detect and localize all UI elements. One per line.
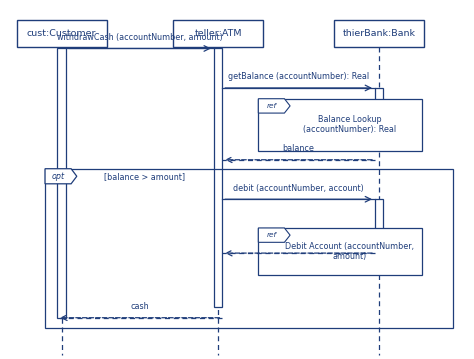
- Text: Debit Account (accountNumber,
amount): Debit Account (accountNumber, amount): [285, 242, 414, 261]
- Text: balance: balance: [283, 144, 315, 153]
- Polygon shape: [258, 228, 290, 242]
- FancyBboxPatch shape: [375, 199, 383, 241]
- Text: cash: cash: [130, 302, 149, 311]
- Text: ref: ref: [266, 103, 276, 109]
- FancyBboxPatch shape: [334, 20, 424, 47]
- Text: ref: ref: [266, 232, 276, 238]
- Text: opt: opt: [52, 172, 64, 181]
- FancyBboxPatch shape: [375, 88, 383, 129]
- FancyBboxPatch shape: [214, 48, 222, 307]
- Text: Balance Lookup
(accountNumber): Real: Balance Lookup (accountNumber): Real: [303, 115, 396, 135]
- Text: debit (accountNumber, account): debit (accountNumber, account): [233, 184, 364, 193]
- Polygon shape: [258, 99, 290, 113]
- Text: getBalance (accountNumber): Real: getBalance (accountNumber): Real: [228, 73, 369, 81]
- FancyBboxPatch shape: [258, 99, 422, 151]
- FancyBboxPatch shape: [173, 20, 263, 47]
- FancyBboxPatch shape: [17, 20, 107, 47]
- Text: cust:Customer: cust:Customer: [27, 29, 96, 38]
- FancyBboxPatch shape: [258, 228, 422, 275]
- Polygon shape: [45, 169, 77, 184]
- Text: thierBank:Bank: thierBank:Bank: [343, 29, 416, 38]
- Text: withdrawCash (accountNumber, amount): withdrawCash (accountNumber, amount): [57, 33, 223, 42]
- Text: [balance > amount]: [balance > amount]: [104, 172, 185, 181]
- FancyBboxPatch shape: [57, 48, 66, 318]
- Text: teller:ATM: teller:ATM: [194, 29, 242, 38]
